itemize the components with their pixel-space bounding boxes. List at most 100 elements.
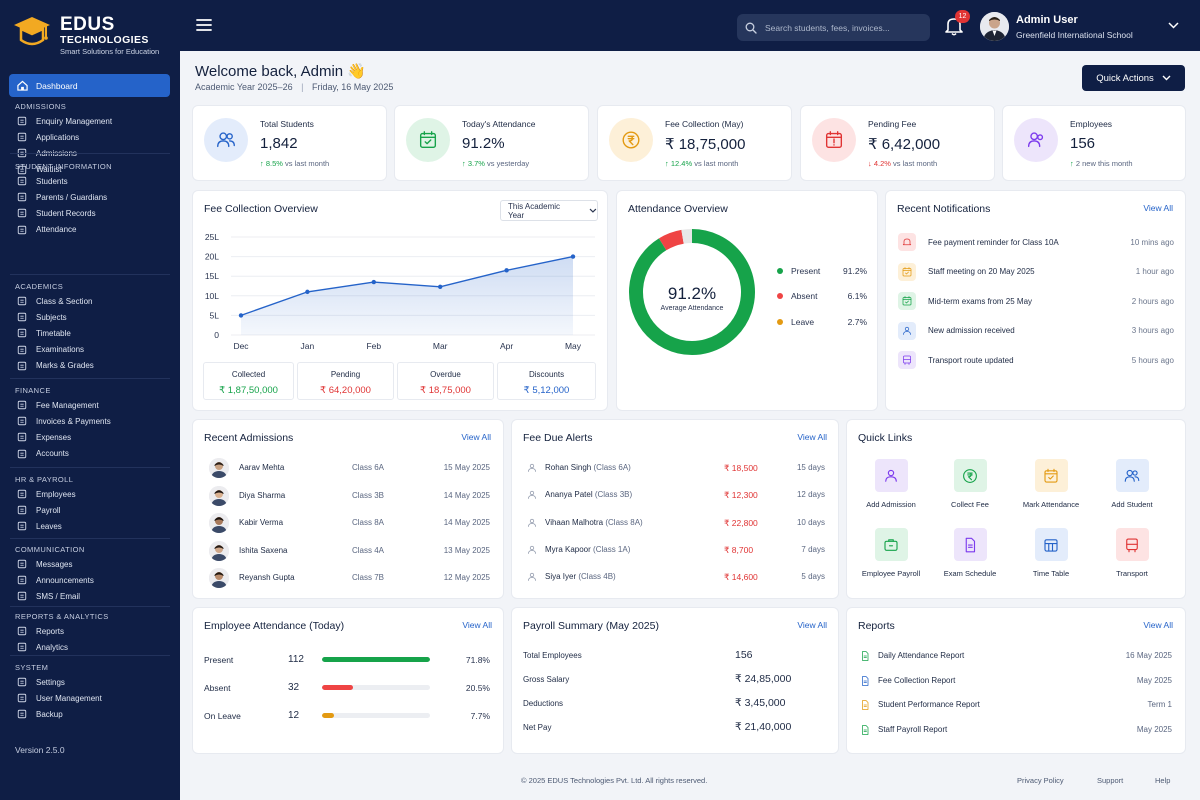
quick-actions-button[interactable]: Quick Actions — [1082, 65, 1185, 91]
quick-link-add-admission[interactable]: Add Admission — [856, 459, 926, 509]
attendance-bar-fill — [322, 713, 334, 718]
help-link[interactable]: Help — [1155, 776, 1171, 785]
user-avatar[interactable] — [980, 12, 1009, 41]
sidebar-item-marks-grades[interactable]: Marks & Grades — [0, 358, 180, 374]
notification-item[interactable]: New admission received 3 hours ago — [898, 321, 1174, 341]
chevron-down-icon[interactable] — [1168, 22, 1179, 29]
quick-link-time-table[interactable]: Time Table — [1016, 528, 1086, 578]
quick-link-add-student[interactable]: Add Student — [1097, 459, 1167, 509]
sidebar-item-sms-email[interactable]: SMS / Email — [0, 588, 180, 604]
sidebar-item-class-section[interactable]: Class & Section — [0, 293, 180, 309]
privacy-policy-link[interactable]: Privacy Policy — [1017, 776, 1064, 785]
sidebar-item-backup[interactable]: Backup — [0, 706, 180, 722]
sidebar-item-employees[interactable]: Employees — [0, 486, 180, 502]
student-class: Class 6A — [352, 463, 385, 472]
sidebar-item-invoices-payments[interactable]: Invoices & Payments — [0, 413, 180, 429]
notification-item[interactable]: Transport route updated 5 hours ago — [898, 350, 1174, 370]
student-name[interactable]: Myra Kapoor (Class 1A) — [545, 545, 630, 554]
report-title[interactable]: Fee Collection Report — [878, 675, 956, 685]
payroll-summary-card: Payroll Summary (May 2025) View All Tota… — [512, 608, 838, 753]
nav-icon — [17, 345, 27, 355]
sidebar-item-announcements[interactable]: Announcements — [0, 572, 180, 588]
sidebar-item-messages[interactable]: Messages — [0, 556, 180, 572]
sidebar-item-dashboard[interactable]: Dashboard — [9, 74, 170, 97]
sidebar-item-reports[interactable]: Reports — [0, 623, 180, 639]
sidebar-item-student-records[interactable]: Student Records — [0, 205, 180, 221]
sidebar-item-fee-management[interactable]: Fee Management — [0, 397, 180, 413]
sidebar-item-analytics[interactable]: Analytics — [0, 639, 180, 655]
nav-icon — [17, 693, 27, 703]
search-input[interactable] — [765, 22, 915, 33]
range-select[interactable]: This Academic Year — [500, 200, 598, 221]
top-bar: 12 Admin User Greenfield International S… — [180, 0, 1200, 51]
search-box[interactable] — [737, 14, 930, 41]
admissions-view-all-link[interactable]: View All — [461, 432, 491, 442]
due-days: 10 days — [796, 517, 825, 527]
notification-item[interactable]: Mid-term exams from 25 May 2 hours ago — [898, 291, 1174, 311]
sidebar-item-attendance[interactable]: Attendance — [0, 222, 180, 238]
student-name[interactable]: Vihaan Malhotra (Class 8A) — [545, 518, 643, 527]
notification-item[interactable]: Fee payment reminder for Class 10A 10 min… — [898, 232, 1174, 252]
attendance-label: Absent — [204, 683, 231, 693]
report-title[interactable]: Daily Attendance Report — [878, 651, 965, 660]
sidebar-item-parents-guardians[interactable]: Parents / Guardians — [0, 189, 180, 205]
range-select-value: This Academic Year — [508, 201, 561, 220]
legend-label: Leave — [791, 317, 815, 327]
fee-alerts-view-all-link[interactable]: View All — [797, 432, 827, 442]
emp-attendance-view-all-link[interactable]: View All — [462, 620, 492, 630]
student-name[interactable]: Siya Iyer (Class 4B) — [545, 572, 616, 581]
reports-view-all-link[interactable]: View All — [1143, 620, 1173, 630]
notification-icon — [898, 233, 916, 251]
divider — [10, 274, 170, 275]
sidebar-item-applications[interactable]: Applications — [0, 129, 180, 145]
sidebar-item-label: Parents / Guardians — [36, 192, 108, 202]
brand-logo[interactable]: EDUS TECHNOLOGIES Smart Solutions for Ed… — [12, 15, 159, 57]
quick-link-mark-attendance[interactable]: Mark Attendance — [1016, 459, 1086, 509]
sidebar-item-timetable[interactable]: Timetable — [0, 325, 180, 341]
user-name[interactable]: Admin User — [1016, 14, 1078, 26]
nav-group-title: FINANCE — [15, 386, 51, 395]
sidebar-item-accounts[interactable]: Accounts — [0, 446, 180, 462]
legend-value: 2.7% — [847, 317, 867, 327]
sidebar-item-user-management[interactable]: User Management — [0, 690, 180, 706]
sidebar-item-students[interactable]: Students — [0, 173, 180, 189]
sidebar-item-settings[interactable]: Settings — [0, 674, 180, 690]
quick-link-exam-schedule[interactable]: Exam Schedule — [935, 528, 1005, 578]
student-name[interactable]: Ishita Saxena — [239, 545, 288, 555]
sidebar-item-enquiry-management[interactable]: Enquiry Management — [0, 113, 180, 129]
stat-label: Today's Attendance — [462, 119, 536, 129]
bell-icon[interactable] — [945, 16, 963, 36]
student-name[interactable]: Rohan Singh (Class 6A) — [545, 463, 631, 472]
sidebar-item-waitlist[interactable]: Waitlist — [0, 162, 180, 178]
due-amount: ₹ 8,700 — [724, 544, 754, 555]
student-name[interactable]: Diya Sharma — [239, 490, 286, 500]
notification-icon — [898, 262, 916, 281]
sidebar-item-label: Reports — [36, 626, 65, 636]
sidebar-item-subjects[interactable]: Subjects — [0, 309, 180, 325]
student-name[interactable]: Reyansh Gupta — [239, 573, 295, 582]
home-icon — [17, 80, 28, 91]
sidebar-item-expenses[interactable]: Expenses — [0, 429, 180, 445]
menu-toggle-icon[interactable] — [196, 18, 212, 32]
notification-item[interactable]: Staff meeting on 20 May 2025 1 hour ago — [898, 262, 1174, 282]
notifications-view-all-link[interactable]: View All — [1143, 203, 1173, 213]
sidebar-item-payroll[interactable]: Payroll — [0, 502, 180, 518]
quick-link-transport[interactable]: Transport — [1097, 528, 1167, 578]
employee-attendance-card: Employee Attendance (Today) View All Pre… — [193, 608, 503, 753]
student-name[interactable]: Aarav Mehta — [239, 463, 285, 472]
data-point — [305, 289, 310, 295]
student-name[interactable]: Ananya Patel (Class 3B) — [545, 490, 632, 499]
sidebar-item-leaves[interactable]: Leaves — [0, 518, 180, 534]
quick-link-employee-payroll[interactable]: Employee Payroll — [856, 528, 926, 578]
sidebar-item-examinations[interactable]: Examinations — [0, 342, 180, 358]
quick-link-collect-fee[interactable]: Collect Fee — [935, 459, 1005, 509]
report-title[interactable]: Student Performance Report — [878, 700, 980, 709]
student-name[interactable]: Kabir Verma — [239, 518, 284, 527]
calendar-check-icon — [406, 118, 450, 162]
stat-trend: ↑ 8.5% vs last month — [260, 159, 329, 168]
stat-value: ₹ 6,42,000 — [868, 136, 941, 153]
report-title[interactable]: Staff Payroll Report — [878, 724, 948, 734]
page-title: Welcome back, Admin 👋 — [195, 63, 366, 80]
support-link[interactable]: Support — [1097, 776, 1124, 785]
payroll-view-all-link[interactable]: View All — [797, 620, 827, 630]
